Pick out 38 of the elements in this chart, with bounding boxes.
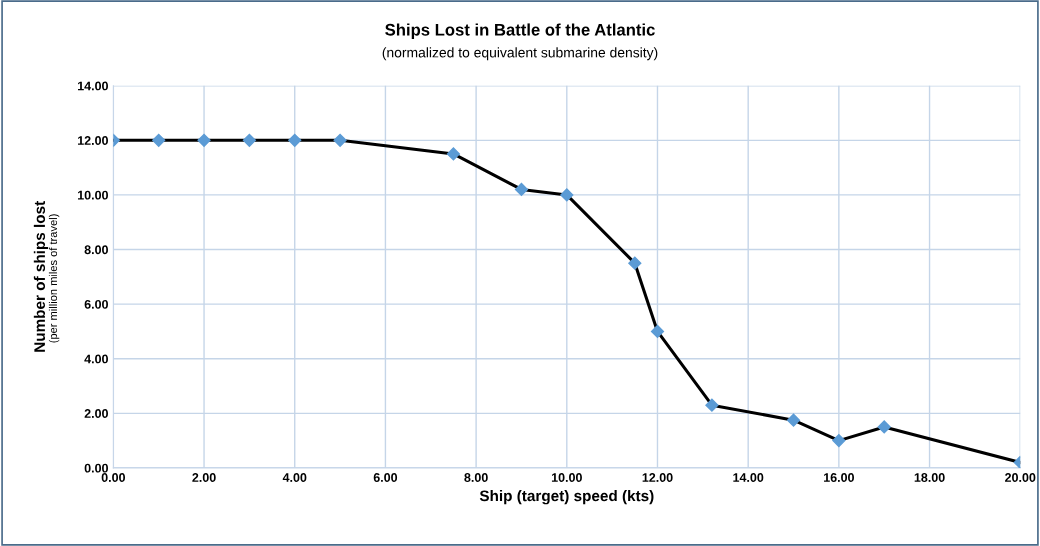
point <box>446 147 461 161</box>
x-tick-label: 10.00 <box>551 473 582 482</box>
y-axis-title: Number of ships lost <box>33 201 49 352</box>
point <box>560 188 574 202</box>
x-tick-label: 4.00 <box>282 473 307 482</box>
point <box>650 324 665 339</box>
point <box>786 413 801 427</box>
point <box>514 182 529 197</box>
y-tick-label: 4.00 <box>84 354 108 364</box>
point <box>333 133 347 147</box>
point <box>242 133 256 147</box>
x-tick-label: 0.00 <box>101 473 126 482</box>
chart-title: Ships Lost in Battle of the Atlantic <box>385 23 655 39</box>
chart-subtitle: (normalized to equivalent submarine density) <box>382 47 658 61</box>
x-axis-title: Ship (target) speed (kts) <box>479 489 654 505</box>
point <box>877 420 891 434</box>
point <box>197 133 211 147</box>
y-tick-label: 2.00 <box>84 409 108 418</box>
x-tick-label: 6.00 <box>373 473 398 482</box>
x-tick-label: 12.00 <box>642 473 673 482</box>
y-tick-label: 6.00 <box>84 299 108 309</box>
y-tick-label: 8.00 <box>84 245 108 255</box>
x-tick-label: 16.00 <box>824 473 854 482</box>
y-tick-label: 14.00 <box>78 81 108 91</box>
point <box>288 133 302 147</box>
text: (per million miles of travel) <box>48 214 60 343</box>
point <box>832 434 846 448</box>
y-tick-label: 12.00 <box>78 136 108 145</box>
point <box>705 398 719 412</box>
y-tick-label: 0.00 <box>84 463 108 473</box>
x-tick-label: 18.00 <box>914 473 945 482</box>
x-tick-label: 2.00 <box>192 473 216 482</box>
x-tick-label: 20.00 <box>1005 473 1036 482</box>
x-tick-label: 14.00 <box>733 473 764 482</box>
x-tick-label: 8.00 <box>464 473 488 482</box>
point <box>628 256 642 270</box>
y-tick-label: 10.00 <box>78 190 108 200</box>
point <box>152 133 166 147</box>
